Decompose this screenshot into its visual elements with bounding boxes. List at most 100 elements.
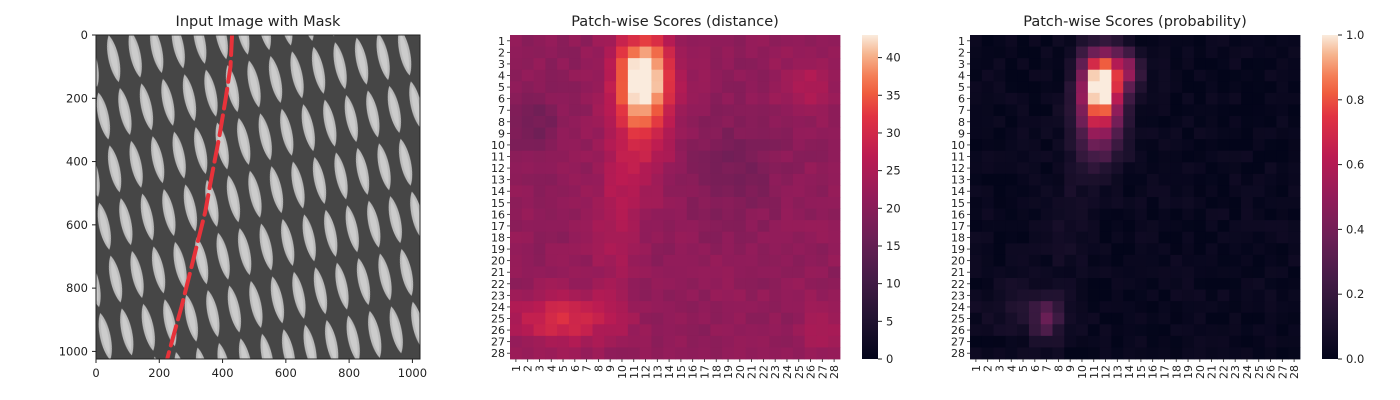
heatmap-cell — [557, 173, 570, 186]
heatmap-cell — [651, 69, 664, 82]
heatmap-cell — [521, 58, 534, 71]
heatmap-cell — [1264, 335, 1277, 348]
colorbar-tick-label: 15 — [886, 239, 901, 253]
heatmap-cell — [1099, 301, 1112, 314]
heatmap-cell — [993, 150, 1006, 163]
heatmap-cell — [1052, 92, 1065, 105]
row-label: 15 — [951, 197, 965, 210]
heatmap-cell — [1193, 220, 1207, 233]
heatmap-cell — [639, 324, 652, 337]
heatmap-cell — [1111, 69, 1124, 82]
heatmap-cell — [1111, 139, 1124, 152]
heatmap-cell — [733, 220, 747, 233]
heatmap-cell — [1076, 58, 1089, 71]
heatmap-cell — [557, 69, 570, 82]
heatmap-cell — [757, 35, 770, 47]
heatmap-cell — [1064, 347, 1077, 360]
row-label: 13 — [951, 174, 965, 187]
heatmap-cell — [745, 92, 758, 105]
heatmap-cell — [981, 266, 994, 279]
heatmap-cell — [1146, 278, 1159, 290]
heatmap-cell — [1005, 116, 1018, 128]
heatmap-cell — [1288, 324, 1301, 337]
heatmap-cell — [792, 347, 806, 360]
heatmap-cell — [816, 162, 829, 175]
heatmap-cell — [1252, 92, 1266, 105]
heatmap-cell — [1017, 150, 1030, 163]
heatmap-cell — [1064, 139, 1077, 152]
heatmap-cell — [1229, 289, 1242, 302]
heatmap-cell — [1241, 208, 1254, 221]
heatmap-cell — [1264, 243, 1277, 256]
heatmap-cell — [1264, 301, 1277, 314]
heatmap-cell — [1182, 301, 1195, 314]
heatmap-cell — [981, 254, 994, 267]
heatmap-cell — [545, 231, 558, 244]
heatmap-cell — [993, 335, 1006, 348]
heatmap-cell — [1135, 197, 1148, 209]
heatmap-cell — [1276, 35, 1289, 47]
heatmap-cell — [1028, 301, 1042, 314]
heatmap-cell — [1017, 231, 1030, 244]
heatmap-cell — [580, 243, 593, 256]
heatmap-cell — [651, 254, 664, 267]
heatmap-cell — [1005, 254, 1018, 267]
heatmap-cell — [616, 278, 629, 290]
heatmap-cell — [510, 312, 523, 325]
heatmap-cell — [1076, 173, 1089, 186]
heatmap-cell — [733, 162, 747, 175]
heatmap-cell — [1170, 220, 1183, 233]
heatmap-cell — [781, 116, 794, 128]
heatmap-cell — [675, 185, 688, 198]
heatmap-cell — [568, 266, 582, 279]
heatmap-cell — [1076, 335, 1089, 348]
heatmap-cell — [639, 139, 652, 152]
heatmap-cell — [533, 162, 546, 175]
heatmap-cell — [1017, 185, 1030, 198]
heatmap-cell — [1076, 278, 1089, 290]
heatmap-cell — [1205, 81, 1218, 94]
heatmap-cell — [781, 266, 794, 279]
heatmap-cell — [651, 312, 664, 325]
heatmap-cell — [1064, 335, 1077, 348]
heatmap-cell — [733, 150, 747, 163]
heatmap-cell — [1288, 127, 1301, 140]
heatmap-cell — [616, 335, 629, 348]
column-label: 24 — [781, 365, 794, 379]
heatmap-cell — [1064, 35, 1077, 47]
heatmap-cell — [1005, 278, 1018, 290]
heatmap-cell — [993, 46, 1006, 59]
row-label: 6 — [498, 93, 505, 106]
heatmap-cell — [769, 162, 782, 175]
heatmap-cell — [1217, 127, 1230, 140]
heatmap-cell — [781, 208, 794, 221]
heatmap-cell — [710, 266, 723, 279]
row-label: 19 — [491, 243, 505, 256]
heatmap-cell — [1276, 58, 1289, 71]
heatmap-cell — [521, 81, 534, 94]
heatmap-cell — [710, 127, 723, 140]
heatmap-cell — [1170, 208, 1183, 221]
heatmap-cell — [1170, 92, 1183, 105]
heatmap-cell — [1217, 347, 1230, 360]
heatmap-cell — [1288, 312, 1301, 325]
heatmap-cell — [521, 312, 534, 325]
heatmap-cell — [1005, 312, 1018, 325]
heatmap-cell — [733, 173, 747, 186]
heatmap-cell — [804, 208, 817, 221]
heatmap-cell — [792, 335, 806, 348]
heatmap-cell — [733, 127, 747, 140]
heatmap-cell — [1205, 278, 1218, 290]
heatmap-cell — [1005, 197, 1018, 209]
heatmap-cell — [557, 254, 570, 267]
heatmap-cell — [568, 220, 582, 233]
heatmap-cell — [781, 347, 794, 360]
heatmap-cell — [828, 220, 841, 233]
heatmap-cell — [1052, 150, 1065, 163]
heatmap-cell — [792, 278, 806, 290]
heatmap-cell — [757, 278, 770, 290]
heatmap-cell — [557, 301, 570, 314]
heatmap-cell — [1028, 92, 1042, 105]
heatmap-cell — [722, 58, 735, 71]
column-label: 9 — [604, 365, 617, 372]
